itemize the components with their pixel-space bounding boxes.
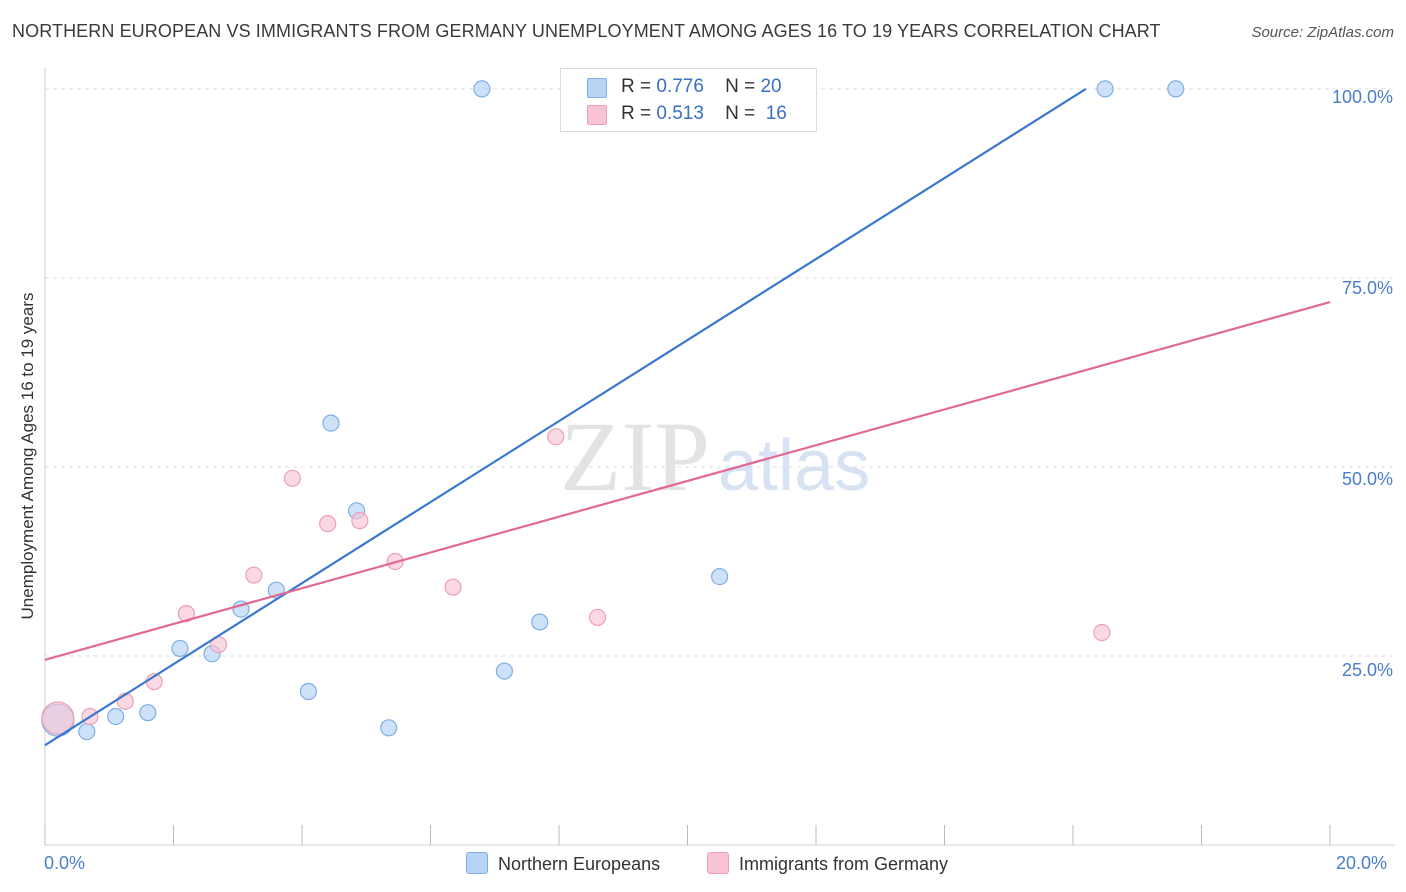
stats-legend: R = 0.776 N = 20 R = 0.513 N = 16 [560,68,817,132]
bottom-legend-swatch-blue [466,852,488,874]
y-axis-title: Unemployment Among Ages 16 to 19 years [18,292,37,620]
immigrants-germany-point [444,578,462,596]
y-tick-label-50: 50.0% [1341,469,1393,489]
immigrants-germany-point [41,701,75,735]
immigrants-germany-point [1093,623,1111,642]
immigrants-germany-point [588,608,607,627]
northern-europeans-point [139,704,157,722]
bottom-legend-northern-europeans: Northern Europeans [466,852,660,875]
trend-lines [44,87,1331,747]
northern-europeans-point [495,662,513,680]
legend-n-label-1: N = [725,76,756,97]
watermark-zip: ZIP [560,401,710,512]
trend-line-immigrants-germany [44,301,1331,661]
bottom-legend-label-2: Immigrants from Germany [739,854,949,874]
immigrants-germany-point [283,469,301,487]
y-tick-label-100: 100.0% [1331,87,1393,107]
x-tick-label-min: 0.0% [44,853,86,873]
northern-europeans-point [380,719,398,737]
northern-europeans-point [531,613,549,631]
source-label: Source: ZipAtlas.com [1251,24,1394,41]
northern-europeans-point [107,707,125,726]
immigrants-germany-point [245,566,263,584]
northern-europeans-point [711,567,729,586]
northern-europeans-point [171,639,189,658]
northern-europeans-point [322,414,340,432]
immigrants-germany-point [547,428,565,446]
immigrants-germany-point [351,512,369,530]
chart-title: NORTHERN EUROPEAN VS IMMIGRANTS FROM GER… [12,21,1161,41]
immigrants-germany-point [177,605,195,623]
northern-europeans-point [473,80,491,98]
legend-n-value-2: 16 [765,103,787,124]
northern-europeans-point [299,682,318,701]
immigrants-germany-point [319,515,337,533]
northern-europeans-point [78,722,96,741]
northern-europeans-point [1167,80,1185,98]
legend-r-value-1: 0.776 [656,76,704,97]
bottom-legend-label-1: Northern Europeans [498,854,661,874]
legend-r-label-2: R = [621,103,652,124]
legend-r-value-2: 0.513 [656,103,704,124]
x-tick-label-max: 20.0% [1336,853,1388,873]
legend-swatch-pink [587,105,607,125]
legend-swatch-blue [587,78,607,98]
legend-n-value-1: 20 [760,76,782,97]
trend-line-northern-europeans [44,87,1087,747]
legend-n-label-2: N = [725,103,756,124]
northern-europeans-point [1096,80,1114,98]
bottom-legend-swatch-pink [707,852,729,874]
legend-r-label-1: R = [621,76,652,97]
y-tick-label-25: 25.0% [1341,660,1393,680]
y-tick-label-75: 75.0% [1341,278,1393,298]
bottom-legend-immigrants-germany: Immigrants from Germany [707,852,948,875]
